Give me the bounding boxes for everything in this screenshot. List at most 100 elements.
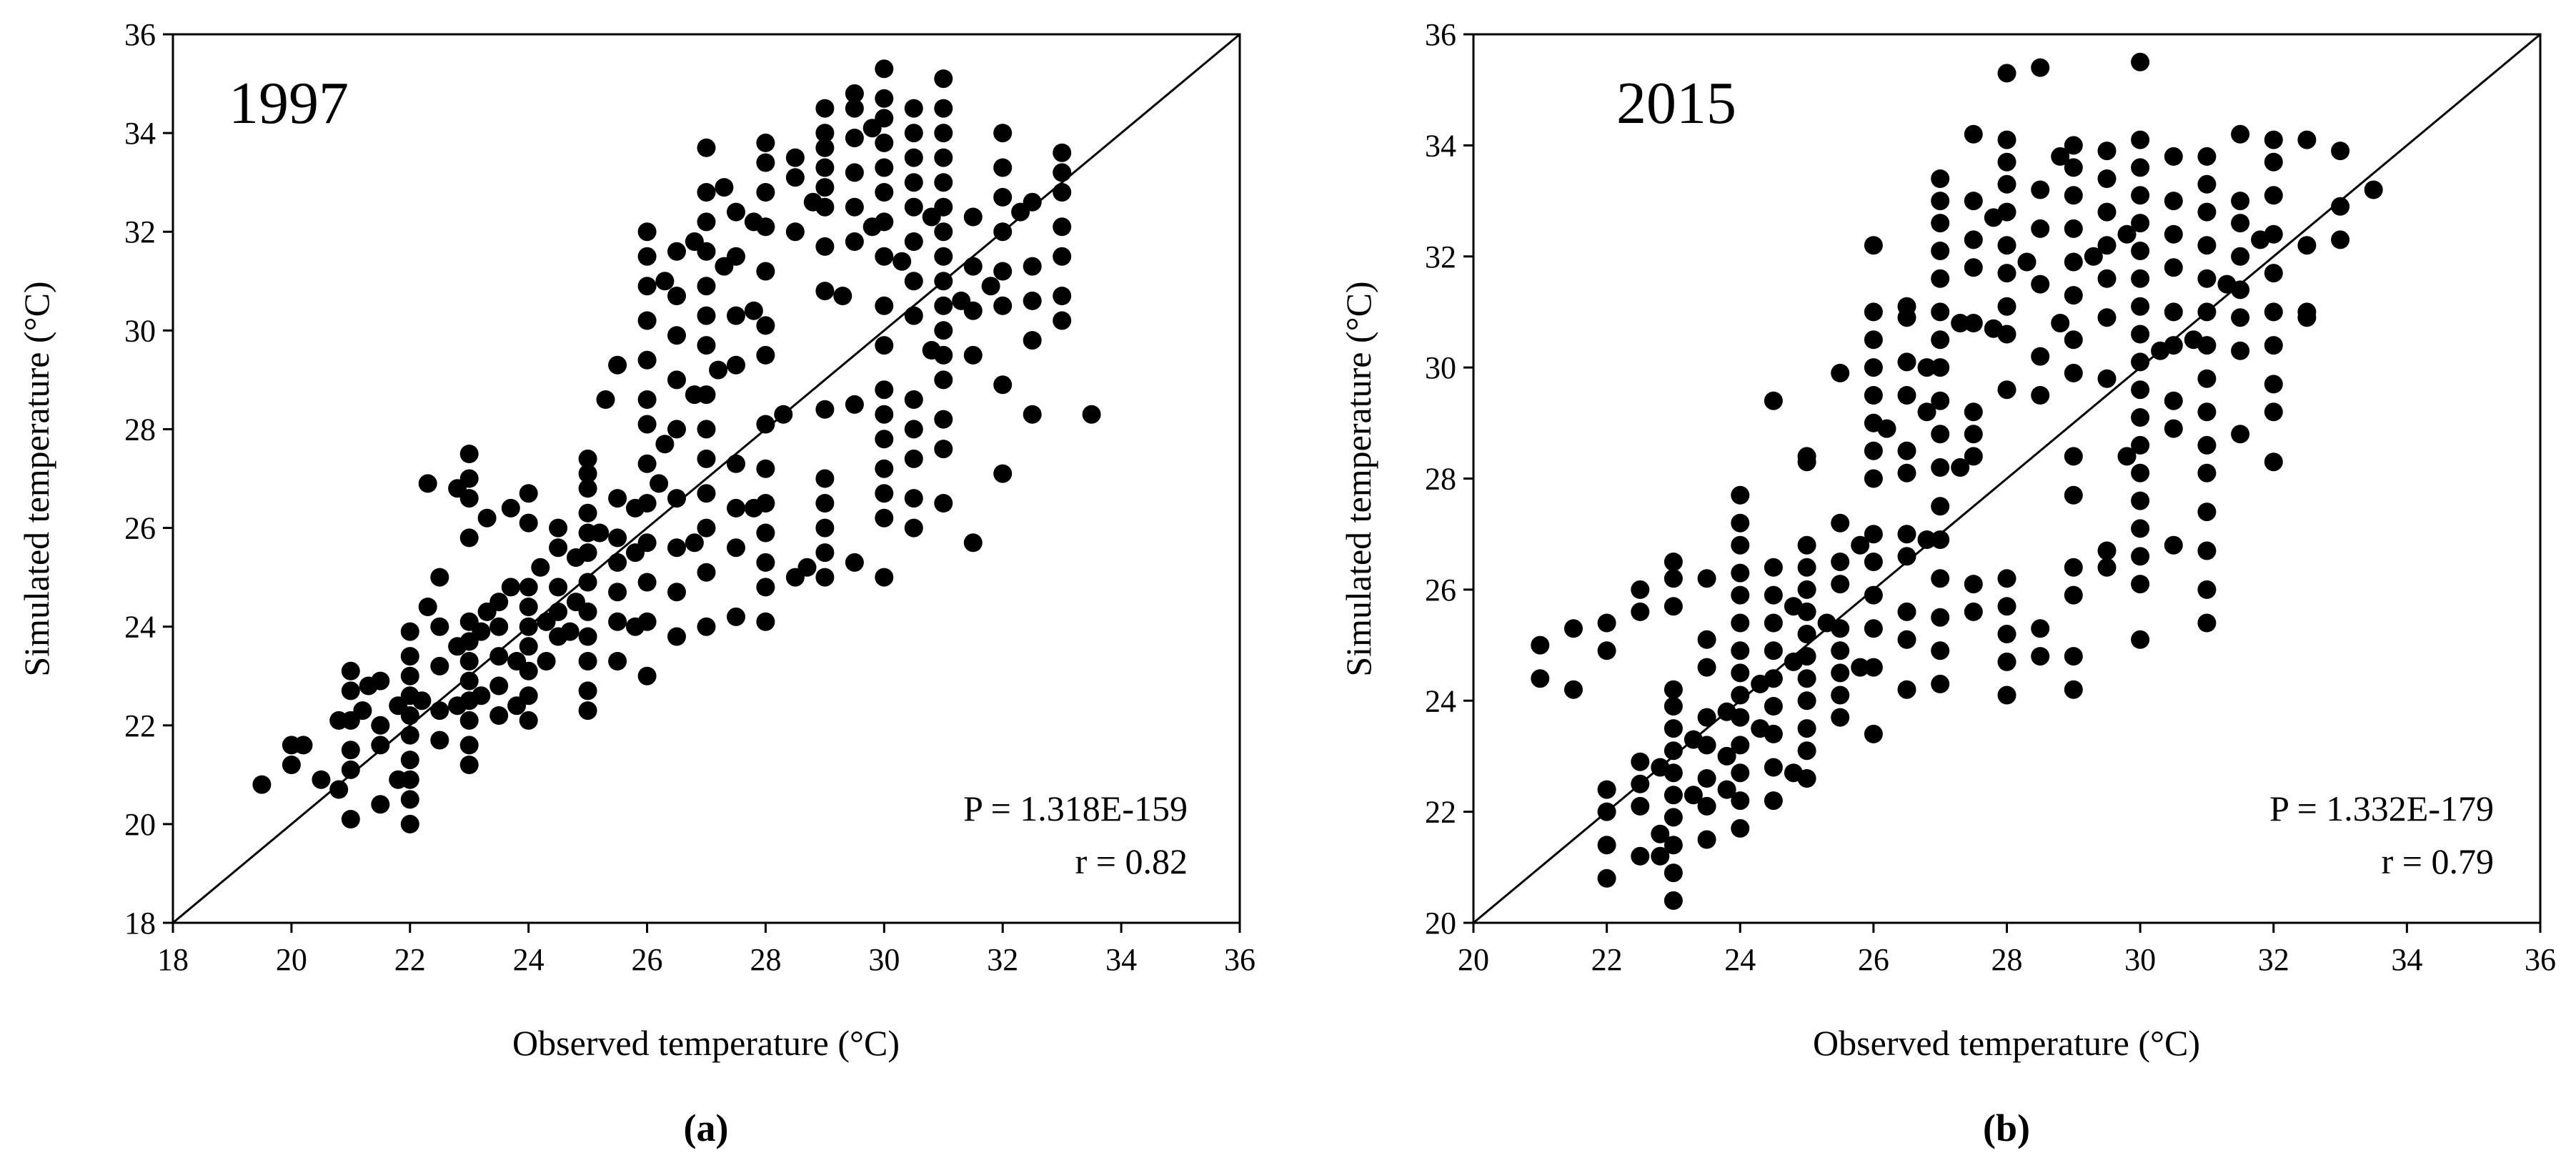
- panel-a-data-point: [341, 810, 360, 828]
- panel-a-data-point: [519, 711, 538, 730]
- panel-a-data-point: [1082, 405, 1101, 424]
- panel-b-data-point: [1717, 780, 1736, 799]
- panel-b-data-point: [1597, 836, 1616, 855]
- panel-a-data-point: [904, 148, 923, 167]
- panel-b-data-point: [2131, 325, 2150, 344]
- panel-a-data-point: [650, 474, 669, 493]
- panel-a-y-tick-label: 24: [124, 610, 156, 645]
- panel-b-data-point: [2331, 197, 2350, 216]
- panel-b-data-point: [2064, 330, 2083, 350]
- panel-a-data-point: [756, 578, 775, 597]
- panel-b-data-point: [2064, 680, 2083, 699]
- panel-b-data-point: [1931, 269, 1950, 288]
- panel-b-data-point: [1764, 641, 1783, 660]
- panel-a-data-point: [472, 622, 491, 641]
- panel-a-data-point: [697, 183, 716, 202]
- panel-a-y-tick-label: 26: [124, 511, 156, 546]
- panel-a-data-point: [1053, 183, 1072, 202]
- panel-b-data-point: [2084, 247, 2103, 266]
- panel-b-data-point: [1831, 553, 1850, 571]
- panel-a-data-point: [697, 484, 716, 503]
- panel-a-data-point: [904, 449, 923, 468]
- panel-a-data-point: [904, 173, 923, 192]
- panel-a-data-point: [1053, 311, 1072, 330]
- panel-b-data-point: [1797, 625, 1816, 643]
- panel-a-data-point: [709, 360, 728, 380]
- panel-b-data-point: [2131, 352, 2150, 372]
- panel-a-data-point: [963, 301, 983, 320]
- panel-a-data-point: [459, 489, 479, 508]
- panel-a-data-point: [608, 583, 627, 602]
- panel-b-data-point: [1897, 547, 1916, 566]
- panel-b-data-point: [1564, 619, 1583, 638]
- panel-a-data-point: [578, 464, 597, 483]
- panel-b-data-point: [2164, 302, 2183, 322]
- panel-a-data-point: [697, 242, 716, 261]
- panel-b-data-point: [2231, 341, 2250, 360]
- panel-a-data-point: [549, 538, 568, 558]
- panel-b-data-point: [2131, 575, 2150, 594]
- panel-a-data-point: [459, 671, 479, 691]
- panel-a-data-point: [400, 622, 419, 641]
- panel-b-data-point: [2131, 463, 2150, 482]
- panel-a-data-point: [697, 449, 716, 468]
- panel-b-data-point: [1917, 530, 1936, 549]
- panel-b-data-point: [1664, 680, 1683, 699]
- panel-a-points: [252, 59, 1101, 833]
- panel-b-data-point: [2051, 147, 2070, 166]
- panel-b-data-point: [1997, 652, 2016, 671]
- panel-a-data-point: [892, 252, 912, 271]
- panel-a-data-point: [993, 124, 1013, 143]
- panel-a-data-point: [578, 627, 597, 646]
- panel-b-data-point: [1864, 585, 1883, 605]
- panel-b-data-point: [2264, 302, 2283, 322]
- panel-a-data-point: [353, 701, 372, 721]
- panel-b-data-point: [2097, 541, 2117, 560]
- panel-b-data-point: [1997, 380, 2016, 400]
- panel-b-data-point: [1731, 613, 1750, 633]
- panel-b-data-point: [1931, 192, 1950, 211]
- panel-b-data-point: [2117, 224, 2137, 244]
- panel-a-x-ticks: 18 20 22 24 26 28 30 32 34 36: [157, 923, 1255, 977]
- panel-b-data-point: [2331, 142, 2350, 161]
- panel-a-data-point: [578, 543, 597, 563]
- panel-a-data-point: [371, 736, 390, 755]
- panel-a-x-tick-label: 34: [1105, 942, 1137, 977]
- panel-a-data-point: [578, 602, 597, 621]
- panel-b-p-value: P = 1.332E-179: [2269, 788, 2494, 828]
- panel-b-data-point: [1931, 242, 1950, 260]
- panel-a-data-point: [637, 277, 657, 296]
- panel-a-data-point: [697, 518, 716, 538]
- panel-b-data-point: [2017, 252, 2037, 272]
- panel-b-y-tick-label: 32: [1425, 239, 1456, 274]
- panel-b-data-point: [1731, 513, 1750, 533]
- panel-a-data-point: [1023, 405, 1042, 424]
- panel-b-data-point: [2064, 363, 2083, 382]
- panel-a-p-value: P = 1.318E-159: [963, 788, 1188, 828]
- panel-b-data-point: [1664, 597, 1683, 616]
- panel-a-data-point: [875, 296, 894, 315]
- panel-b-data-point: [1964, 575, 1983, 594]
- panel-a-data-point: [963, 207, 983, 227]
- panel-a-data-point: [430, 656, 449, 675]
- panel-a-data-point: [1023, 257, 1042, 276]
- panel-b-data-point: [1797, 719, 1816, 738]
- panel-a-data-point: [875, 508, 894, 528]
- panel-a-one-to-one-line: [172, 33, 1240, 924]
- panel-b-data-point: [1951, 314, 1970, 332]
- panel-a-data-point: [637, 573, 657, 592]
- panel-a-data-point: [785, 222, 805, 242]
- panel-b-y-tick-label: 22: [1425, 795, 1456, 830]
- panel-a-data-point: [727, 202, 745, 222]
- panel-b-data-point: [1764, 558, 1783, 577]
- panel-a-x-tick-label: 26: [632, 942, 663, 977]
- panel-a-data-point: [697, 420, 716, 439]
- panel-b-data-point: [1731, 763, 1750, 783]
- panel-a-data-point: [756, 459, 775, 478]
- panel-a-data-point: [430, 617, 449, 636]
- panel-b-data-point: [1664, 836, 1683, 855]
- panel-a-data-point: [489, 676, 509, 696]
- panel-b-data-point: [1997, 325, 2016, 344]
- panel-a-data-point: [845, 395, 864, 414]
- panel-b-data-point: [1864, 358, 1883, 377]
